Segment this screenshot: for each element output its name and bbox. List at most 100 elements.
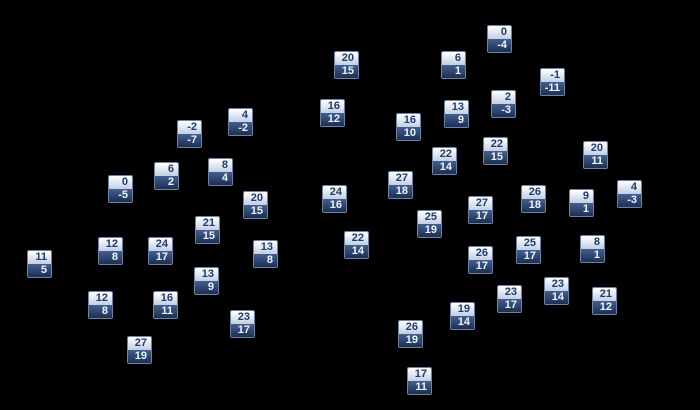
night-temperature: 19 (128, 350, 151, 363)
day-temperature: 20 (244, 192, 267, 205)
day-temperature: 26 (399, 321, 422, 334)
night-temperature: 17 (149, 251, 172, 264)
night-temperature: 12 (593, 301, 616, 314)
temperature-marker[interactable]: 23 17 (230, 310, 255, 338)
temperature-marker[interactable]: 6 1 (441, 51, 466, 79)
day-temperature: 27 (389, 172, 412, 185)
day-temperature: 23 (545, 278, 568, 291)
day-temperature: 19 (451, 303, 474, 316)
temperature-marker[interactable]: 22 15 (483, 137, 508, 165)
temperature-marker[interactable]: 4 -2 (228, 108, 253, 136)
temperature-marker[interactable]: 9 1 (569, 189, 594, 217)
night-temperature: 2 (155, 176, 178, 189)
night-temperature: -4 (488, 39, 511, 52)
temperature-marker[interactable]: 26 19 (398, 320, 423, 348)
night-temperature: 19 (418, 224, 441, 237)
temperature-marker[interactable]: -2 -7 (177, 120, 202, 148)
night-temperature: -7 (178, 134, 201, 147)
temperature-marker[interactable]: 16 10 (396, 113, 421, 141)
day-temperature: 22 (433, 148, 456, 161)
night-temperature: 8 (99, 251, 122, 264)
temperature-marker[interactable]: 20 15 (243, 191, 268, 219)
day-temperature: 21 (196, 217, 219, 230)
temperature-marker[interactable]: 0 -5 (108, 175, 133, 203)
day-temperature: 4 (618, 181, 641, 194)
night-temperature: 17 (469, 210, 492, 223)
day-temperature: 16 (397, 114, 420, 127)
temperature-marker[interactable]: 13 8 (253, 240, 278, 268)
night-temperature: 8 (254, 254, 277, 267)
temperature-marker[interactable]: 20 11 (583, 141, 608, 169)
night-temperature: 15 (196, 230, 219, 243)
temperature-marker[interactable]: 22 14 (432, 147, 457, 175)
temperature-marker[interactable]: 23 14 (544, 277, 569, 305)
night-temperature: 14 (451, 316, 474, 329)
night-temperature: 8 (89, 305, 112, 318)
night-temperature: 1 (570, 203, 593, 216)
temperature-marker[interactable]: 12 8 (88, 291, 113, 319)
temperature-marker[interactable]: 12 8 (98, 237, 123, 265)
night-temperature: -3 (492, 104, 515, 117)
day-temperature: 24 (323, 186, 346, 199)
day-temperature: 25 (517, 237, 540, 250)
day-temperature: 0 (109, 176, 132, 189)
day-temperature: 2 (492, 91, 515, 104)
temperature-marker[interactable]: 6 2 (154, 162, 179, 190)
temperature-marker[interactable]: 11 5 (27, 250, 52, 278)
night-temperature: -2 (229, 122, 252, 135)
temperature-marker[interactable]: 23 17 (497, 285, 522, 313)
day-temperature: 6 (155, 163, 178, 176)
day-temperature: 11 (28, 251, 51, 264)
night-temperature: -11 (541, 82, 564, 95)
night-temperature: 5 (28, 264, 51, 277)
day-temperature: 25 (418, 211, 441, 224)
temperature-marker[interactable]: 8 4 (208, 158, 233, 186)
day-temperature: 20 (584, 142, 607, 155)
temperature-marker[interactable]: 20 15 (334, 51, 359, 79)
night-temperature: 14 (433, 161, 456, 174)
temperature-marker[interactable]: 25 19 (417, 210, 442, 238)
night-temperature: 18 (522, 199, 545, 212)
temperature-marker[interactable]: 17 11 (407, 367, 432, 395)
temperature-marker[interactable]: 27 18 (388, 171, 413, 199)
temperature-marker[interactable]: -1 -11 (540, 68, 565, 96)
temperature-marker[interactable]: 21 12 (592, 287, 617, 315)
day-temperature: 22 (484, 138, 507, 151)
temperature-marker[interactable]: 13 9 (444, 100, 469, 128)
night-temperature: 18 (389, 185, 412, 198)
day-temperature: 16 (321, 100, 344, 113)
night-temperature: 11 (408, 381, 431, 394)
day-temperature: 16 (154, 292, 177, 305)
day-temperature: 12 (89, 292, 112, 305)
temperature-marker[interactable]: 25 17 (516, 236, 541, 264)
temperature-marker[interactable]: 27 19 (127, 336, 152, 364)
temperature-marker[interactable]: 16 12 (320, 99, 345, 127)
temperature-marker[interactable]: 26 17 (468, 246, 493, 274)
day-temperature: 8 (581, 236, 604, 249)
temperature-marker[interactable]: 4 -3 (617, 180, 642, 208)
temperature-marker[interactable]: 27 17 (468, 196, 493, 224)
temperature-marker[interactable]: 13 9 (194, 267, 219, 295)
temperature-marker[interactable]: 0 -4 (487, 25, 512, 53)
night-temperature: 11 (154, 305, 177, 318)
day-temperature: 26 (469, 247, 492, 260)
temperature-marker[interactable]: 24 16 (322, 185, 347, 213)
temperature-marker[interactable]: 26 18 (521, 185, 546, 213)
night-temperature: 4 (209, 172, 232, 185)
night-temperature: 17 (517, 250, 540, 263)
day-temperature: -1 (541, 69, 564, 82)
temperature-marker[interactable]: 2 -3 (491, 90, 516, 118)
temperature-marker[interactable]: 19 14 (450, 302, 475, 330)
night-temperature: 1 (581, 249, 604, 262)
temperature-marker[interactable]: 22 14 (344, 231, 369, 259)
temperature-marker[interactable]: 8 1 (580, 235, 605, 263)
day-temperature: 23 (231, 311, 254, 324)
day-temperature: 27 (128, 337, 151, 350)
day-temperature: 24 (149, 238, 172, 251)
temperature-marker[interactable]: 21 15 (195, 216, 220, 244)
day-temperature: 13 (445, 101, 468, 114)
night-temperature: 17 (469, 260, 492, 273)
temperature-marker[interactable]: 24 17 (148, 237, 173, 265)
temperature-marker[interactable]: 16 11 (153, 291, 178, 319)
day-temperature: 9 (570, 190, 593, 203)
